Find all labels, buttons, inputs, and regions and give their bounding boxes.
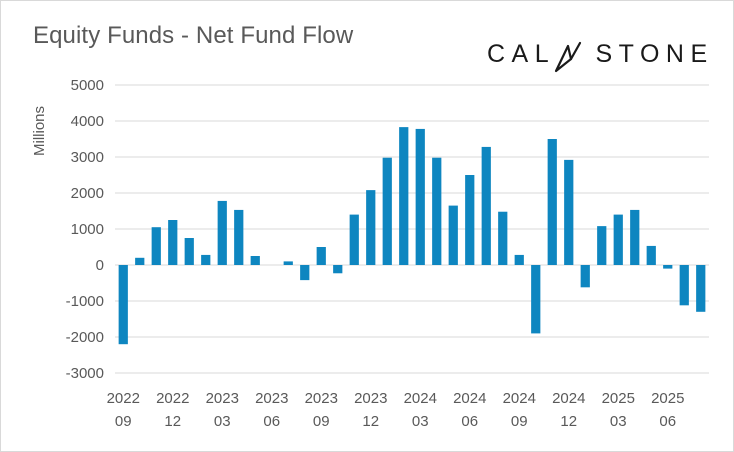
x-tick-year: 2023 (354, 390, 387, 407)
x-tick-year: 2023 (206, 390, 239, 407)
bar-2024-02 (399, 127, 409, 266)
bar-2023-10 (333, 265, 343, 274)
x-tick-month: 06 (659, 413, 676, 430)
bar-2022-09 (118, 265, 128, 345)
bar-2025-03 (613, 214, 623, 265)
bar-2022-11 (151, 227, 161, 265)
bar-2024-09 (514, 254, 524, 265)
x-tick-month: 12 (362, 413, 379, 430)
bar-2025-06 (663, 265, 673, 269)
y-tick-label: 5000 (71, 77, 104, 94)
y-tick-label: -3000 (66, 365, 104, 382)
bar-2024-10 (531, 265, 541, 334)
x-tick-month: 12 (560, 413, 577, 430)
x-tick-month: 12 (164, 413, 181, 430)
bar-2025-01 (580, 265, 590, 288)
y-tick-label: 4000 (71, 113, 104, 130)
bar-2025-04 (630, 209, 640, 265)
bar-2023-01 (184, 238, 194, 265)
bar-2025-07 (679, 265, 689, 306)
chart-title: Equity Funds - Net Fund Flow (33, 22, 354, 49)
x-tick-year: 2022 (107, 390, 140, 407)
y-tick-label: 1000 (71, 221, 104, 238)
x-tick-month: 06 (461, 413, 478, 430)
bar-2024-12 (564, 159, 574, 265)
y-tick-label: 0 (96, 257, 104, 274)
bar-2025-02 (597, 226, 607, 265)
x-tick-month: 03 (412, 413, 429, 430)
bar-2025-05 (646, 245, 656, 265)
bar-2023-05 (250, 256, 260, 265)
calastone-logo: CAL STONE (487, 40, 714, 68)
y-tick-label: 3000 (71, 149, 104, 166)
x-tick-month: 09 (115, 413, 132, 430)
bar-2024-11 (547, 139, 557, 265)
bar-2023-03 (217, 200, 227, 265)
x-tick-month: 03 (610, 413, 627, 430)
bar-2025-08 (696, 265, 706, 312)
bar-2023-07 (283, 261, 293, 265)
y-tick-label: -2000 (66, 329, 104, 346)
bar-2022-12 (168, 220, 178, 265)
x-tick-year: 2022 (156, 390, 189, 407)
bar-2022-10 (135, 257, 145, 265)
bar-2024-06 (465, 175, 475, 265)
bar-2023-09 (316, 247, 326, 265)
x-tick-year: 2025 (651, 390, 684, 407)
calastone-logo-icon (554, 41, 582, 73)
x-tick-month: 06 (263, 413, 280, 430)
bar-2024-01 (382, 157, 392, 265)
x-tick-year: 2023 (305, 390, 338, 407)
x-tick-year: 2023 (255, 390, 288, 407)
bar-2023-11 (349, 214, 359, 265)
x-tick-year: 2024 (552, 390, 585, 407)
y-tick-label: -1000 (66, 293, 104, 310)
x-tick-month: 09 (511, 413, 528, 430)
bar-2023-04 (234, 209, 244, 265)
bar-2024-03 (415, 128, 425, 265)
bar-2023-08 (300, 265, 310, 281)
bar-2024-04 (432, 157, 442, 265)
y-tick-label: 2000 (71, 185, 104, 202)
x-tick-year: 2024 (404, 390, 437, 407)
bar-2024-05 (448, 205, 458, 265)
x-tick-year: 2024 (453, 390, 486, 407)
bar-2023-02 (201, 254, 211, 265)
bar-2024-07 (481, 146, 491, 265)
bar-2024-08 (498, 211, 508, 265)
x-tick-month: 09 (313, 413, 330, 430)
x-tick-year: 2024 (503, 390, 536, 407)
x-tick-month: 03 (214, 413, 231, 430)
x-tick-year: 2025 (602, 390, 635, 407)
bar-2023-12 (366, 190, 376, 265)
